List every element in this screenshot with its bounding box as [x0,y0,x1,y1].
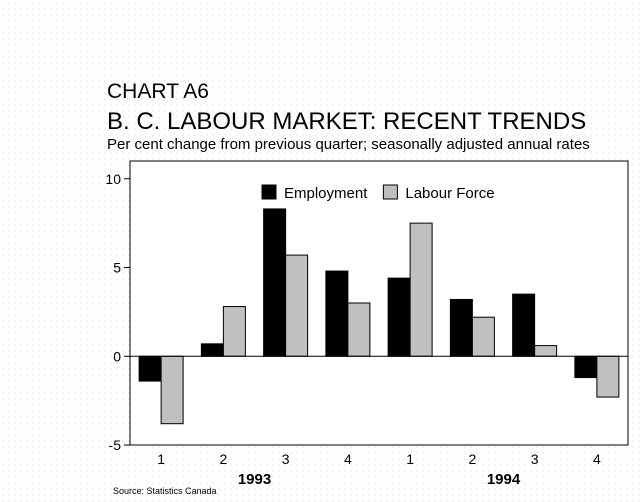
x-tick-label: 1 [406,451,414,467]
y-axis: -5 0 5 10 [105,171,130,453]
y-tick-label: -5 [109,437,122,453]
bars [130,208,628,425]
bar-labour-force [160,355,184,425]
bar-labour-force [409,222,433,357]
bar-labour-force [222,306,246,357]
bar-labour-force [596,355,620,398]
bar-labour-force [285,254,309,357]
bar-employment [263,208,287,357]
x-tick-label: 2 [468,451,476,467]
chart-title: B. C. LABOUR MARKET: RECENT TRENDS [107,108,587,135]
year-label: 1993 [238,471,271,488]
legend-label: Labour Force [405,185,494,202]
x-tick-label: 4 [593,451,601,467]
bar-employment [200,343,224,357]
bar-employment [449,298,473,357]
legend: Employment Labour Force [261,184,495,202]
bar-employment [574,355,598,379]
bar-labour-force [471,316,495,357]
legend-label: Employment [284,185,368,202]
bar-employment [387,277,411,357]
bar-employment [512,293,536,357]
bar-labour-force [347,302,371,357]
x-tick-label: 3 [282,451,290,467]
x-tick-label: 3 [531,451,539,467]
chart-subtitle: Per cent change from previous quarter; s… [107,136,590,153]
y-tick-label: 5 [113,260,121,276]
chart-label: CHART A6 [107,80,209,103]
legend-swatch [382,184,398,200]
x-tick-label: 1 [157,451,165,467]
bar-employment [325,270,349,357]
legend-swatch [261,184,277,200]
bar-employment [138,355,162,382]
y-tick-label: 0 [113,348,121,364]
year-label: 1994 [487,471,521,488]
bar-labour-force [534,345,558,357]
plot-area [129,160,629,446]
source-note: Source: Statistics Canada [113,486,217,496]
x-axis: 1 2 3 4 1 2 3 4 1993 1994 [157,451,601,488]
x-tick-label: 2 [219,451,227,467]
y-tick-label: 10 [105,171,121,187]
x-tick-label: 4 [344,451,352,467]
